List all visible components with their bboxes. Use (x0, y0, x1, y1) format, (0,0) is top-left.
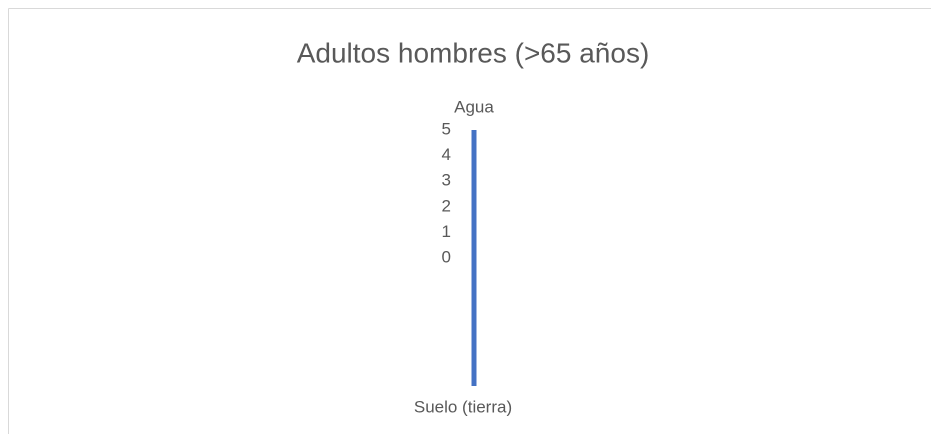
category-label: Suelo (tierra) (414, 397, 512, 416)
category-label: Agua (454, 97, 494, 116)
r-tick-label: 4 (442, 145, 451, 164)
chart-title: Adultos hombres (>65 años) (297, 37, 650, 68)
r-tick-label: 3 (442, 171, 451, 190)
r-tick-label: 5 (442, 119, 451, 138)
r-tick-label: 2 (442, 196, 451, 215)
r-tick-label: 0 (442, 247, 451, 266)
r-tick-label: 1 (442, 222, 451, 241)
